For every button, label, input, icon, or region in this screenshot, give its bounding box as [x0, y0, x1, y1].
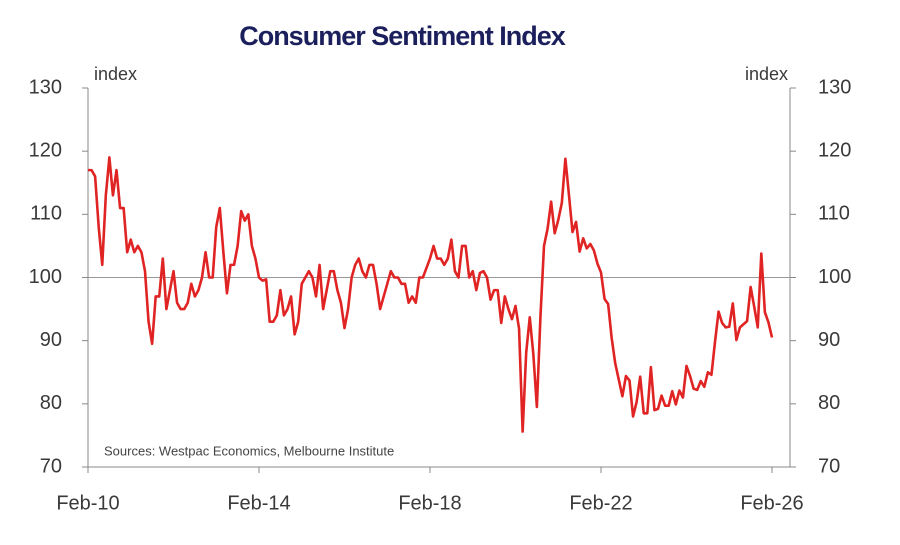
chart-title: Consumer Sentiment Index — [239, 21, 566, 51]
y2-tick-label: 110 — [818, 203, 850, 225]
data-line — [88, 156, 774, 433]
x-tick-label: Feb-22 — [569, 492, 632, 514]
y-tick-label: 100 — [29, 266, 62, 288]
y2-tick-label: 100 — [818, 266, 851, 288]
y2-tick-label: 130 — [818, 76, 851, 98]
y-unit-left: index — [94, 64, 137, 84]
y-tick-label: 110 — [30, 203, 62, 225]
x-tick-label: Feb-18 — [398, 492, 461, 514]
y-tick-label: 120 — [29, 139, 62, 161]
source-note: Sources: Westpac Economics, Melbourne In… — [104, 443, 394, 458]
y2-tick-label: 70 — [818, 455, 840, 477]
x-tick-label: Feb-14 — [227, 492, 290, 514]
y-tick-label: 130 — [29, 76, 62, 98]
y2-tick-label: 90 — [818, 329, 840, 351]
y-tick-label: 80 — [40, 392, 62, 414]
y-unit-right: index — [745, 64, 788, 84]
y-tick-label: 90 — [40, 329, 62, 351]
y-tick-label: 70 — [40, 455, 62, 477]
x-tick-label: Feb-26 — [740, 492, 803, 514]
y2-tick-label: 80 — [818, 392, 840, 414]
x-tick-label: Feb-10 — [56, 492, 119, 514]
y2-tick-label: 120 — [818, 139, 851, 161]
